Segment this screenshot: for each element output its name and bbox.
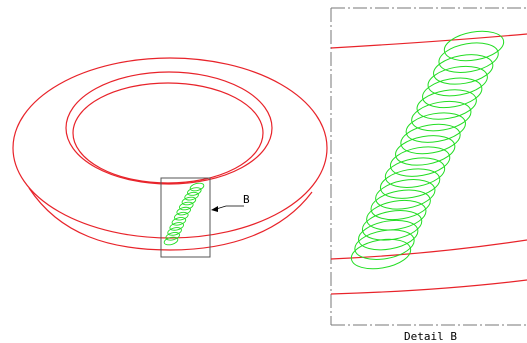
spring-small-coil — [165, 232, 180, 241]
bottom-silhouette — [28, 187, 313, 251]
spring-small-coil — [179, 201, 194, 211]
inner-rim-bottom — [72, 82, 264, 184]
detail-edge-middle — [330, 239, 527, 260]
spring-small-coil — [169, 222, 184, 231]
spring-detail-coil — [358, 219, 419, 251]
spring-detail-coil — [422, 77, 483, 109]
spring-small-coil — [189, 182, 205, 192]
spring-detail-coil — [361, 210, 423, 241]
spring-detail-coil — [379, 168, 441, 199]
outer-rim-ellipse — [12, 57, 328, 239]
detail-region-box — [160, 177, 211, 258]
spring-detail-coil — [354, 229, 415, 260]
spring-detail-coil — [411, 100, 472, 132]
detail-caption: Detail B — [404, 330, 457, 343]
spring-small — [163, 182, 205, 246]
spring-detail-coil — [375, 179, 436, 210]
arrow-head-icon — [211, 206, 218, 212]
spring-small-coil — [174, 211, 189, 221]
callout-label: B — [243, 193, 250, 206]
spring-small-coil — [176, 206, 191, 216]
spring-small-coil — [171, 217, 187, 226]
detail-ring-edges — [330, 33, 527, 295]
spring-small-coil — [163, 236, 179, 246]
spring-detail-coil — [443, 30, 505, 62]
spring-detail — [350, 30, 505, 270]
spring-detail-coil — [427, 65, 488, 97]
spring-detail-coil — [395, 135, 456, 166]
spring-small-coil — [187, 187, 202, 196]
spring-detail-coil — [416, 89, 477, 120]
spring-detail-coil — [438, 42, 499, 73]
spring-small-coil — [184, 191, 199, 201]
spring-detail-coil — [433, 54, 494, 85]
spring-detail-coil — [405, 112, 466, 143]
spring-small-coil — [181, 196, 197, 206]
callout-leader — [211, 205, 244, 212]
detail-edge-bottom — [330, 279, 527, 295]
spring-detail-coil — [366, 199, 427, 231]
torus-ring — [12, 57, 328, 251]
spring-detail-coil — [389, 146, 451, 177]
spring-small-coil — [167, 227, 182, 236]
spring-detail-coil — [400, 123, 461, 155]
spring-detail-coil — [384, 157, 446, 188]
inner-rim-top — [65, 71, 273, 185]
detail-edge-top — [330, 33, 527, 49]
detail-frame — [330, 7, 527, 326]
spring-detail-coil — [370, 189, 431, 221]
